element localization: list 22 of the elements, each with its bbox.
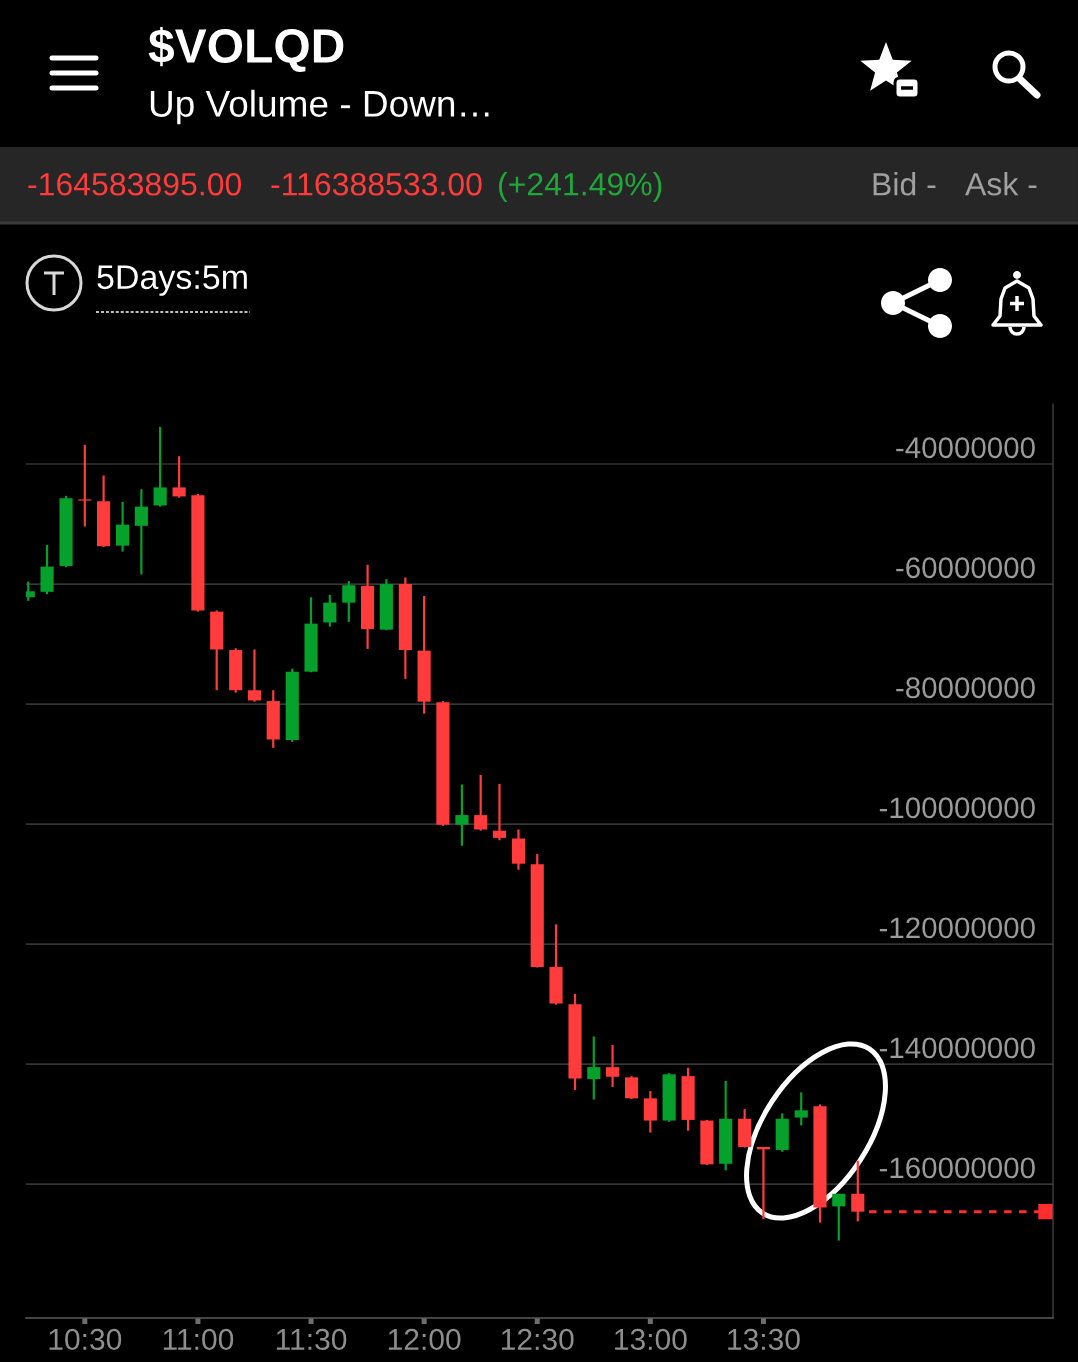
x-tick-label: 13:00 — [615, 1328, 687, 1351]
chart-title: $VOLQD — [148, 26, 344, 73]
x-tick-label: 12:30 — [501, 1328, 574, 1351]
x-tick-label: 10:30 — [49, 1328, 122, 1351]
x-tick-label: 13:30 — [728, 1328, 800, 1351]
y-tick-label: -140000000 — [879, 1037, 1035, 1059]
x-tick-label: 12:00 — [388, 1328, 461, 1351]
text: 5Days:5m — [97, 265, 247, 296]
chart-subtitle: Up Volume - Down… — [150, 89, 489, 125]
text: -164583895.00 — [28, 172, 242, 196]
y-tick-label: -100000000 — [879, 797, 1035, 819]
y-tick-label: -120000000 — [879, 917, 1035, 939]
y-tick-label: -60000000 — [896, 557, 1035, 579]
text: -116388533.00 — [271, 172, 482, 196]
y-tick-label: -40000000 — [896, 437, 1035, 459]
y-tick-label: -80000000 — [896, 677, 1035, 699]
text: Ask - — [965, 172, 1037, 196]
text: Bid - — [873, 172, 936, 196]
x-tick-label: 11:30 — [276, 1328, 347, 1351]
x-tick-label: 11:00 — [163, 1328, 234, 1351]
text: (+241.49%) — [498, 172, 662, 202]
y-tick-label: -160000000 — [879, 1157, 1035, 1179]
